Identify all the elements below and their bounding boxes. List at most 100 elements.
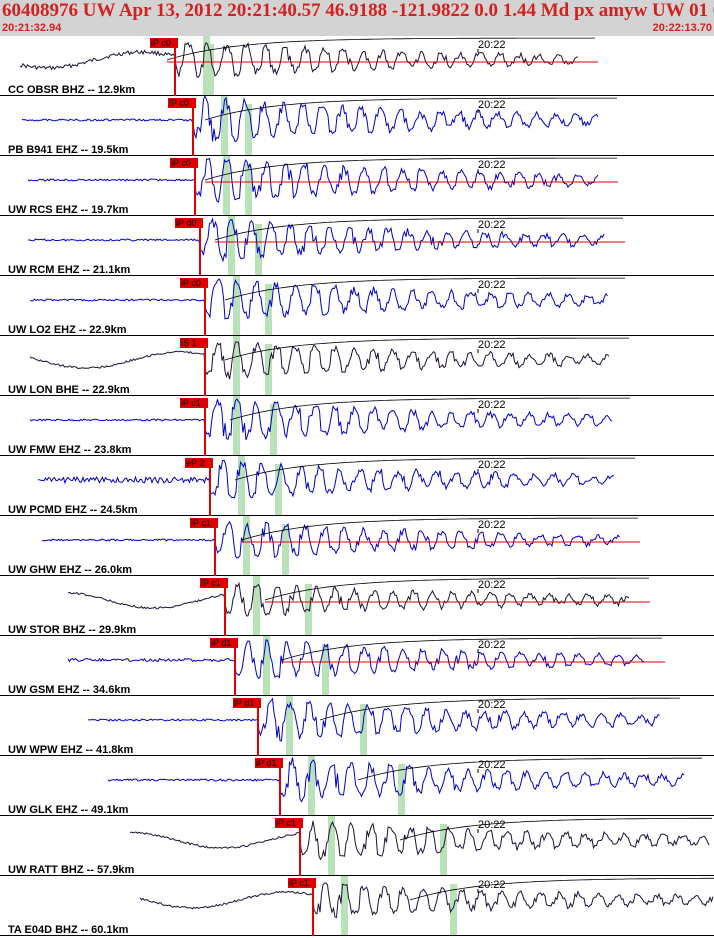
- pick-label-box: [275, 818, 303, 828]
- pick-label: iP c0: [169, 98, 189, 108]
- coda-decay-curve: [319, 697, 680, 721]
- station-label: UW RATT BHZ -- 57.9km: [8, 864, 135, 876]
- coda-decay-curve: [409, 877, 714, 901]
- p-window: [263, 636, 270, 696]
- minute-tick-label: 20:22: [478, 519, 506, 531]
- trace-panel: iP c0 20:22 UW RCS EHZ -- 19.7km: [0, 156, 714, 216]
- station-label: UW RCS EHZ -- 19.7km: [8, 204, 129, 216]
- trace-panel: iP c0 20:22 CC OBSR BHZ -- 12.9km: [0, 36, 714, 96]
- station-label: UW FMW EHZ -- 23.8km: [8, 444, 132, 456]
- minute-tick-label: 20:22: [478, 399, 506, 411]
- trace-panel: iP d1 20:22 UW GLK EHZ -- 49.1km: [0, 756, 714, 816]
- start-time: 20:21:32.94: [2, 22, 62, 34]
- pick-label-box: [255, 758, 283, 768]
- trace-panels: iP c0 20:22 CC OBSR BHZ -- 12.9km iP c0 20:2…: [0, 36, 714, 936]
- p-window: [253, 576, 260, 636]
- pick-label: iS 1: [181, 338, 197, 348]
- s-window: [322, 644, 329, 696]
- waveform: [139, 882, 714, 918]
- station-label: UW RCM EHZ -- 21.1km: [8, 264, 130, 276]
- station-label: TA E04D BHZ -- 60.1km: [8, 924, 129, 936]
- waveform: [29, 341, 610, 380]
- trace-panel: iP c0 20:22 UW LO2 EHZ -- 22.9km: [0, 276, 714, 336]
- pick-label: iP c1: [276, 818, 296, 828]
- pick-label: eP 2: [186, 458, 204, 468]
- p-window: [233, 396, 240, 456]
- s-window: [440, 824, 447, 876]
- minute-tick-label: 20:22: [478, 159, 506, 171]
- station-label: UW WPW EHZ -- 41.8km: [8, 744, 134, 756]
- waveform: [19, 41, 579, 79]
- pick-label: iP c1: [289, 878, 309, 888]
- station-label: UW PCMD EHZ -- 24.5km: [8, 504, 138, 516]
- waveform: [38, 459, 615, 499]
- trace-panel: iP c1 20:22 UW RATT BHZ -- 57.9km: [0, 816, 714, 876]
- pick-label-box: [233, 698, 261, 708]
- coda-decay-curve: [357, 757, 702, 781]
- coda-decay-curve: [229, 397, 630, 421]
- station-label: CC OBSR BHZ -- 12.9km: [8, 84, 135, 96]
- p-window: [238, 456, 245, 516]
- minute-tick-label: 20:22: [478, 879, 506, 891]
- waveform: [21, 94, 599, 142]
- s-window: [207, 44, 214, 96]
- waveform: [41, 520, 620, 559]
- pick-label: iP c0: [151, 38, 171, 48]
- pick-label: iP c1: [181, 398, 201, 408]
- p-window: [203, 36, 210, 96]
- pick-label-box: [180, 338, 208, 348]
- minute-tick-label: 20:22: [478, 279, 506, 291]
- pick-label-box: [288, 878, 316, 888]
- pick-label: iP d1: [211, 638, 231, 648]
- event-title: 60408976 UW Apr 13, 2012 20:21:40.57 46.…: [2, 0, 714, 21]
- coda-decay-curve: [399, 817, 712, 841]
- s-window: [282, 524, 289, 576]
- pick-label-box: [180, 278, 208, 288]
- station-label: UW GHW EHZ -- 26.0km: [8, 564, 132, 576]
- trace-panel: iS 1 20:22 UW LON BHE -- 22.9km: [0, 336, 714, 396]
- pick-label-box: [200, 578, 228, 588]
- pick-label: iP d1: [256, 758, 276, 768]
- minute-tick-label: 20:22: [478, 639, 506, 651]
- pick-label: iP c0: [171, 158, 191, 168]
- trace-panel: iP c1 20:22 UW STOR BHZ -- 29.9km: [0, 576, 714, 636]
- coda-decay-curve: [204, 97, 617, 121]
- coda-decay-curve: [224, 277, 625, 301]
- station-label: UW STOR BHZ -- 29.9km: [8, 624, 136, 636]
- trace-panel: iP c1 20:22 UW FMW EHZ -- 23.8km: [0, 396, 714, 456]
- coda-decay-curve: [234, 457, 635, 481]
- trace-panel: iP d1 20:22 UW GSM EHZ -- 34.6km: [0, 636, 714, 696]
- s-window: [398, 764, 405, 816]
- trace-panel: iP c1 20:22 TA E04D BHZ -- 60.1km: [0, 876, 714, 936]
- coda-decay-curve: [264, 577, 649, 601]
- s-window: [245, 164, 252, 216]
- pick-label: iP c1: [191, 518, 211, 528]
- minute-tick-label: 20:22: [478, 759, 506, 771]
- trace-panel: eP 2 20:22 UW PCMD EHZ -- 24.5km: [0, 456, 714, 516]
- p-window: [228, 216, 235, 276]
- p-window: [233, 336, 240, 396]
- station-label: UW GLK EHZ -- 49.1km: [8, 804, 129, 816]
- trace-panel: iP d1 20:22 UW WPW EHZ -- 41.8km: [0, 696, 714, 756]
- waveform: [27, 157, 599, 203]
- coda-decay-curve: [224, 337, 629, 361]
- s-window: [270, 404, 277, 456]
- p-window: [233, 276, 240, 336]
- pick-label-box: [168, 98, 196, 108]
- waveform: [29, 278, 608, 320]
- p-window: [341, 876, 348, 936]
- s-window: [245, 104, 252, 156]
- trace-panel: iP c1 20:22 UW GHW EHZ -- 26.0km: [0, 516, 714, 576]
- station-label: UW GSM EHZ -- 34.6km: [8, 684, 130, 696]
- pick-label-box: [150, 38, 178, 48]
- coda-decay-curve: [281, 637, 662, 661]
- s-window: [450, 884, 457, 936]
- p-window: [223, 156, 230, 216]
- station-label: UW LO2 EHZ -- 22.9km: [8, 324, 127, 336]
- coda-decay-curve: [241, 517, 638, 541]
- minute-tick-label: 20:22: [478, 39, 506, 51]
- pick-label-box: [175, 218, 203, 228]
- minute-tick-label: 20:22: [478, 699, 506, 711]
- end-time: 20:22:13.70: [652, 22, 712, 34]
